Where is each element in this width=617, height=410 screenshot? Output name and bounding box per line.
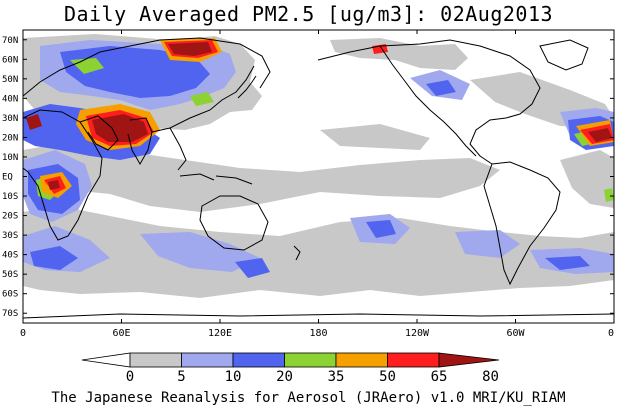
lat-tick-label: 10N <box>2 153 18 163</box>
lat-tick-label: 60S <box>2 290 18 300</box>
lat-tick-label: 40S <box>2 251 18 261</box>
colorbar-level-label: 0 <box>126 369 134 385</box>
colorbar-level-label: 50 <box>379 369 396 385</box>
lat-tick-label: 40N <box>2 94 18 104</box>
colorbar-level-label: 80 <box>482 369 499 385</box>
lat-tick-label: EQ <box>2 173 13 183</box>
data-credit: The Japanese Reanalysis for Aerosol (JRA… <box>51 390 566 406</box>
colorbar-level-label: 20 <box>276 369 293 385</box>
colorbar: 0 5 10 20 35 50 65 80 <box>81 352 500 385</box>
colorbar-level-label: 65 <box>431 369 448 385</box>
colorbar-segment <box>232 352 285 368</box>
lon-tick-label: 0 <box>608 328 614 339</box>
longitude-axis: 0 60E 120E 180 120W 60W 0 <box>20 30 615 339</box>
map-title: Daily Averaged PM2.5 [ug/m3]: 02Aug2013 <box>63 2 554 26</box>
lon-tick-label: 120W <box>405 328 430 339</box>
colorbar-segment <box>387 352 440 368</box>
colorbar-level-label: 10 <box>225 369 242 385</box>
colorbar-level-label: 35 <box>328 369 345 385</box>
lon-tick-label: 60W <box>506 328 525 339</box>
latitude-axis: 70N 60N 50N 40N 30N 20N 10N EQ 10S 20S 30S 40S 50S 60… <box>2 36 614 319</box>
lat-tick-label: 30N <box>2 114 18 124</box>
colorbar-segment <box>129 352 182 368</box>
colorbar-segment <box>335 352 388 368</box>
lon-tick-label: 60E <box>112 328 130 339</box>
lon-tick-label: 180 <box>309 328 327 339</box>
colorbar-segment <box>181 352 234 368</box>
colorbar-segment <box>81 352 131 368</box>
lat-tick-label: 60N <box>2 55 18 65</box>
lat-tick-label: 50S <box>2 270 18 280</box>
lat-tick-label: 10S <box>2 192 18 202</box>
lon-tick-label: 0 <box>20 328 26 339</box>
lat-tick-label: 20N <box>2 133 18 143</box>
lat-tick-label: 30S <box>2 231 18 241</box>
coastlines <box>23 37 614 319</box>
lat-tick-label: 70S <box>2 309 18 319</box>
lat-tick-label: 50N <box>2 75 18 85</box>
lat-tick-label: 70N <box>2 36 18 46</box>
lon-tick-label: 120E <box>208 328 232 339</box>
colorbar-segment <box>438 352 500 368</box>
pm25-concentration-field <box>23 34 614 298</box>
colorbar-level-label: 5 <box>177 369 185 385</box>
lat-tick-label: 20S <box>2 212 18 222</box>
colorbar-segment <box>284 352 337 368</box>
